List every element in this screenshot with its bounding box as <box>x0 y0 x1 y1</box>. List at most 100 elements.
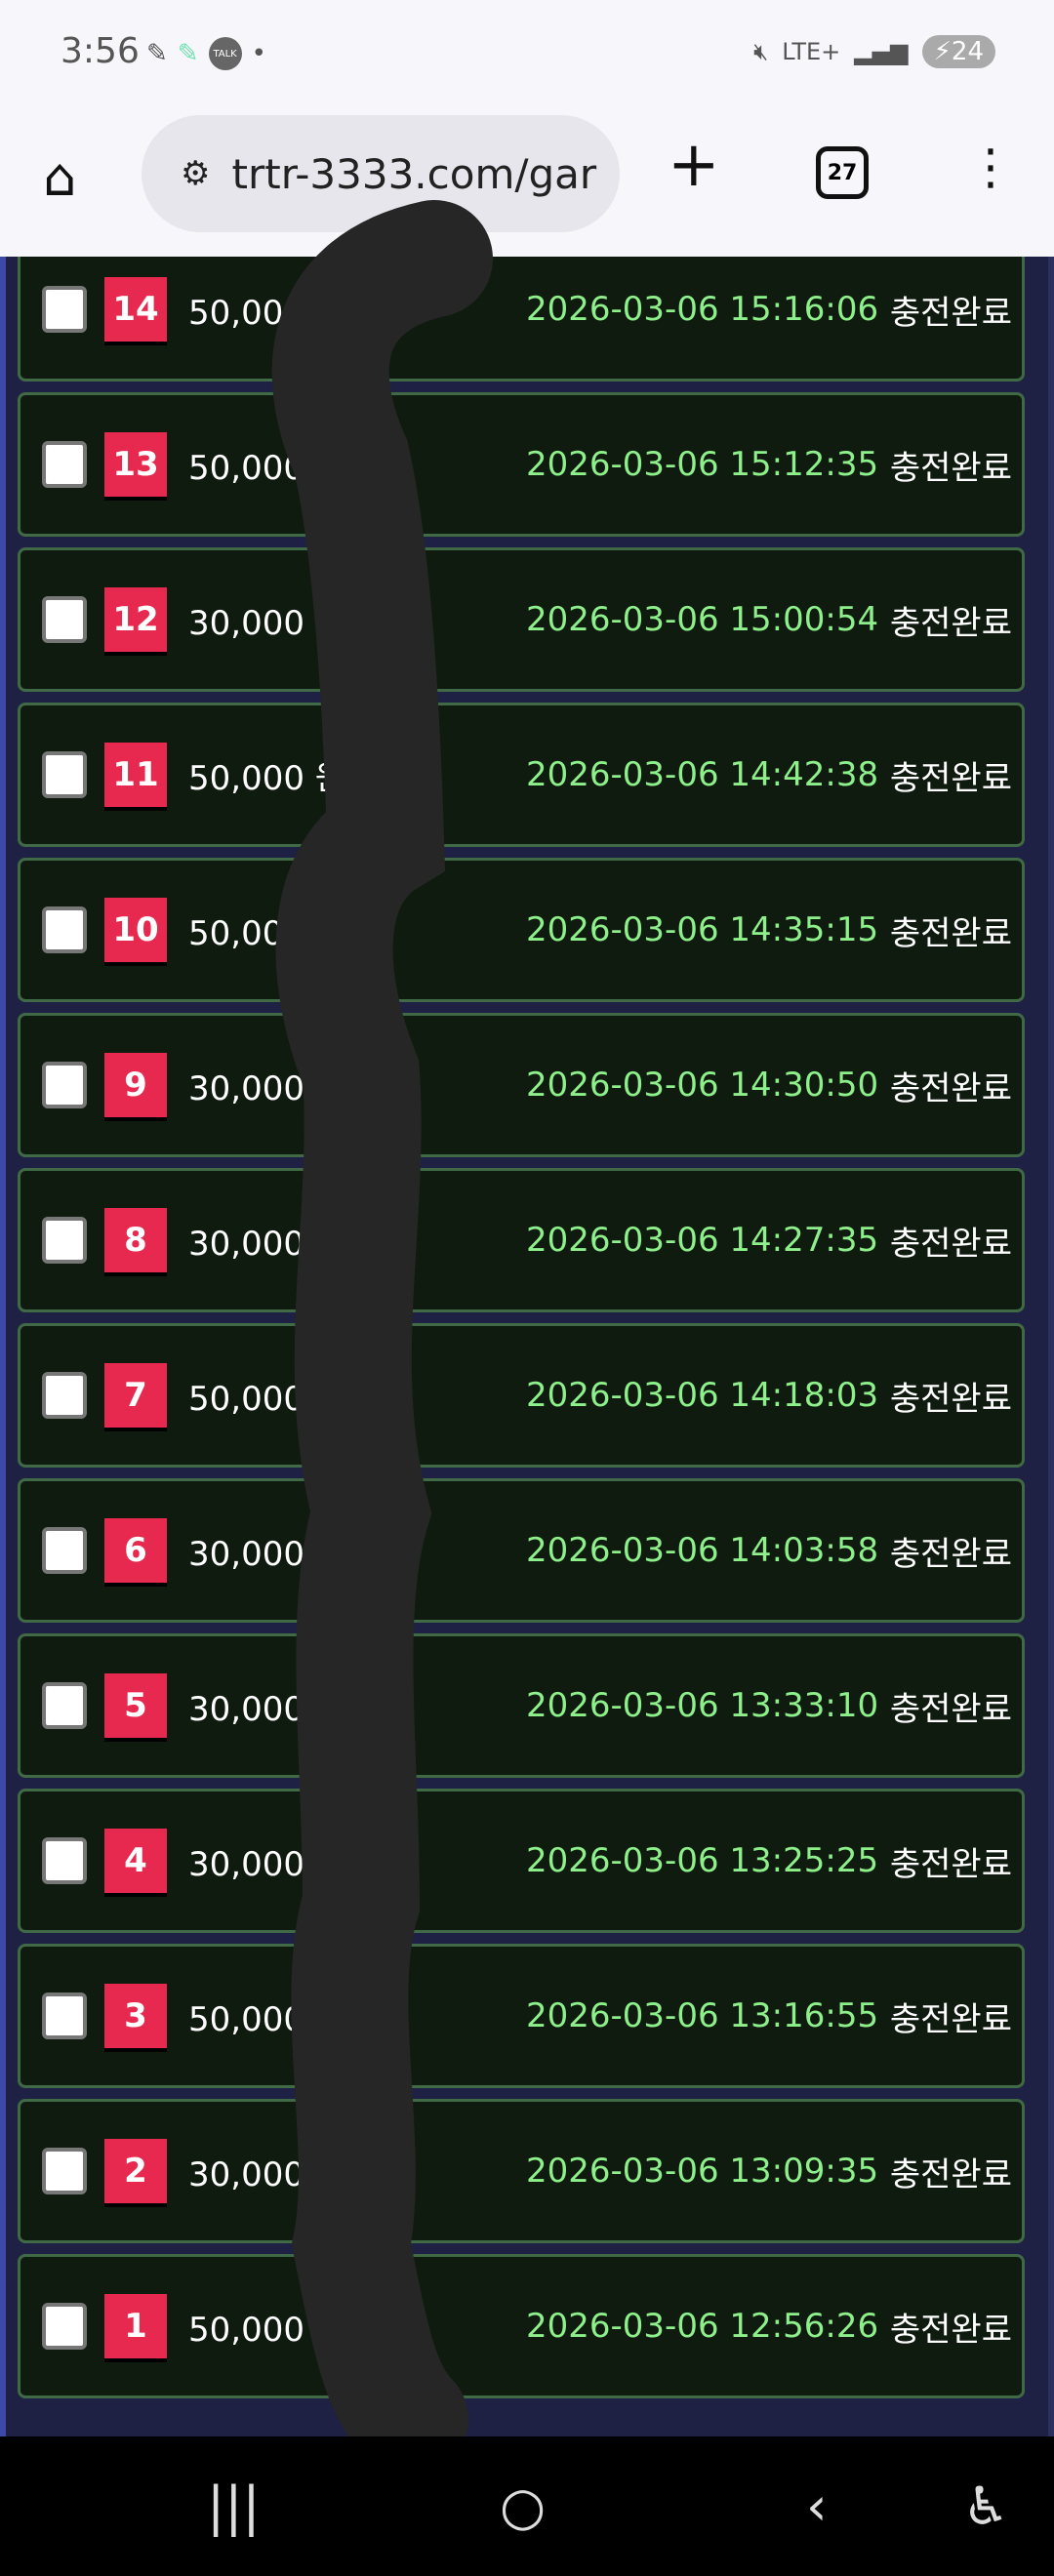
charge-datetime: 2026-03-06 15:00:54 <box>526 600 879 639</box>
row-number-badge: 2 <box>104 2139 167 2203</box>
row-checkbox[interactable] <box>42 1062 87 1108</box>
charge-amount: 50,000 원 <box>188 1999 346 2039</box>
list-item[interactable]: 10 50,000 원 2026-03-06 14:35:15 충전완료 <box>18 858 1025 1002</box>
list-item[interactable]: 5 30,000 원 2026-03-06 13:33:10 충전완료 <box>18 1633 1025 1778</box>
row-number-badge: 10 <box>104 898 167 962</box>
notification-icons: ✎ ✎ TALK • <box>146 37 266 70</box>
browser-toolbar: ⌂ ⚙ trtr-3333.com/gar + 27 ⋮ <box>0 107 1054 257</box>
site-settings-icon[interactable]: ⚙ <box>181 154 211 193</box>
more-menu-icon[interactable]: ⋮ <box>966 139 1015 195</box>
list-item[interactable]: 9 30,000 원 2026-03-06 14:30:50 충전완료 <box>18 1013 1025 1157</box>
recent-apps-icon[interactable]: ||| <box>207 2475 261 2537</box>
status-label: 충전완료 <box>889 448 1012 488</box>
row-checkbox[interactable] <box>42 2148 87 2194</box>
charge-amount: 30,000 원 <box>188 1068 346 1108</box>
row-checkbox[interactable] <box>42 2303 87 2350</box>
row-checkbox[interactable] <box>42 1992 87 2039</box>
back-icon[interactable]: ‹ <box>806 2475 828 2537</box>
status-bar: 3:56 ✎ ✎ TALK • 🔇︎ LTE+ ▂▄▆ ⚡24 <box>0 0 1054 107</box>
row-number-badge: 4 <box>104 1829 167 1893</box>
status-label: 충전완료 <box>889 1999 1012 2039</box>
battery-indicator: ⚡24 <box>921 35 995 68</box>
row-checkbox[interactable] <box>42 596 87 643</box>
status-label: 충전완료 <box>889 603 1012 643</box>
status-label: 충전완료 <box>889 1534 1012 1574</box>
home-button-icon[interactable]: ○ <box>500 2475 547 2537</box>
signal-icon: ▂▄▆ <box>854 38 909 65</box>
row-checkbox[interactable] <box>42 286 87 333</box>
charge-amount: 30,000 원 <box>188 1844 346 1884</box>
list-item[interactable]: 11 50,000 원 2026-03-06 14:42:38 충전완료 <box>18 703 1025 847</box>
mute-icon: 🔇︎ <box>753 38 769 65</box>
charge-datetime: 2026-03-06 12:56:26 <box>526 2307 879 2346</box>
row-number-badge: 6 <box>104 1518 167 1583</box>
new-tab-icon[interactable]: + <box>668 129 720 201</box>
status-label: 충전완료 <box>889 2154 1012 2194</box>
status-label: 충전완료 <box>889 2310 1012 2350</box>
charge-datetime: 2026-03-06 14:03:58 <box>526 1531 879 1570</box>
row-checkbox[interactable] <box>42 1372 87 1419</box>
list-item[interactable]: 13 50,000 원 2026-03-06 15:12:35 충전완료 <box>18 392 1025 537</box>
list-item[interactable]: 14 50,000 원 2026-03-06 15:16:06 충전완료 <box>18 257 1025 382</box>
charge-amount: 30,000 원 <box>188 1534 346 1574</box>
charge-datetime: 2026-03-06 13:09:35 <box>526 2152 879 2191</box>
row-checkbox[interactable] <box>42 751 87 798</box>
status-label: 충전완료 <box>889 913 1012 953</box>
url-text[interactable]: trtr-3333.com/gar <box>231 149 597 198</box>
row-checkbox[interactable] <box>42 1682 87 1729</box>
row-checkbox[interactable] <box>42 1527 87 1574</box>
charge-datetime: 2026-03-06 13:25:25 <box>526 1841 879 1880</box>
charge-history-list: 14 50,000 원 2026-03-06 15:16:06 충전완료 13 … <box>0 257 1054 2436</box>
row-number-badge: 13 <box>104 432 167 497</box>
list-item[interactable]: 4 30,000 원 2026-03-06 13:25:25 충전완료 <box>18 1789 1025 1933</box>
row-number-badge: 1 <box>104 2294 167 2358</box>
row-checkbox[interactable] <box>42 1837 87 1884</box>
home-icon[interactable]: ⌂ <box>43 146 77 208</box>
row-checkbox[interactable] <box>42 441 87 488</box>
charge-amount: 30,000 원 <box>188 2154 346 2194</box>
charge-amount: 50,000 원 <box>188 758 346 798</box>
charge-amount: 50,000 원 <box>188 2310 346 2350</box>
list-item[interactable]: 2 30,000 원 2026-03-06 13:09:35 충전완료 <box>18 2099 1025 2243</box>
clock: 3:56 <box>61 31 140 71</box>
charge-amount: 50,000 원 <box>188 1379 346 1419</box>
android-nav-bar: ||| ○ ‹ ♿︎ <box>0 2436 1054 2576</box>
charge-datetime: 2026-03-06 13:33:10 <box>526 1686 879 1725</box>
charge-amount: 30,000 원 <box>188 1224 346 1264</box>
status-label: 충전완료 <box>889 758 1012 798</box>
system-icons: 🔇︎ LTE+ ▂▄▆ ⚡24 <box>753 35 995 68</box>
list-item[interactable]: 8 30,000 원 2026-03-06 14:27:35 충전완료 <box>18 1168 1025 1312</box>
charge-datetime: 2026-03-06 14:30:50 <box>526 1066 879 1105</box>
list-item[interactable]: 7 50,000 원 2026-03-06 14:18:03 충전완료 <box>18 1323 1025 1468</box>
row-checkbox[interactable] <box>42 1217 87 1264</box>
row-number-badge: 11 <box>104 743 167 807</box>
charge-amount: 50,000 원 <box>188 913 346 953</box>
row-number-badge: 14 <box>104 277 167 342</box>
charge-amount: 50,000 원 <box>188 293 346 333</box>
charge-datetime: 2026-03-06 14:35:15 <box>526 910 879 949</box>
accessibility-icon[interactable]: ♿︎ <box>962 2475 1010 2537</box>
more-notifications-dot-icon: • <box>251 39 266 68</box>
list-item[interactable]: 1 50,000 원 2026-03-06 12:56:26 충전완료 <box>18 2254 1025 2398</box>
row-checkbox[interactable] <box>42 906 87 953</box>
row-number-badge: 5 <box>104 1673 167 1738</box>
charge-amount: 50,000 원 <box>188 448 346 488</box>
app-notification-icon: ✎ <box>146 39 168 68</box>
address-bar[interactable]: ⚙ trtr-3333.com/gar <box>142 115 620 232</box>
list-item[interactable]: 12 30,000 원 2026-03-06 15:00:54 충전완료 <box>18 547 1025 692</box>
tab-switcher-button[interactable]: 27 <box>816 146 869 199</box>
charge-datetime: 2026-03-06 15:16:06 <box>526 290 879 329</box>
charge-amount: 30,000 원 <box>188 1689 346 1729</box>
row-number-badge: 7 <box>104 1363 167 1428</box>
network-type: LTE+ <box>782 38 841 65</box>
charge-datetime: 2026-03-06 13:16:55 <box>526 1996 879 2035</box>
list-item[interactable]: 3 50,000 원 2026-03-06 13:16:55 충전완료 <box>18 1944 1025 2088</box>
charge-datetime: 2026-03-06 15:12:35 <box>526 445 879 484</box>
list-item[interactable]: 6 30,000 원 2026-03-06 14:03:58 충전완료 <box>18 1478 1025 1623</box>
row-number-badge: 9 <box>104 1053 167 1117</box>
charge-datetime: 2026-03-06 14:27:35 <box>526 1221 879 1260</box>
status-label: 충전완료 <box>889 1068 1012 1108</box>
status-label: 충전완료 <box>889 1689 1012 1729</box>
charge-amount: 30,000 원 <box>188 603 346 643</box>
app-notification-icon: ✎ <box>177 39 199 68</box>
